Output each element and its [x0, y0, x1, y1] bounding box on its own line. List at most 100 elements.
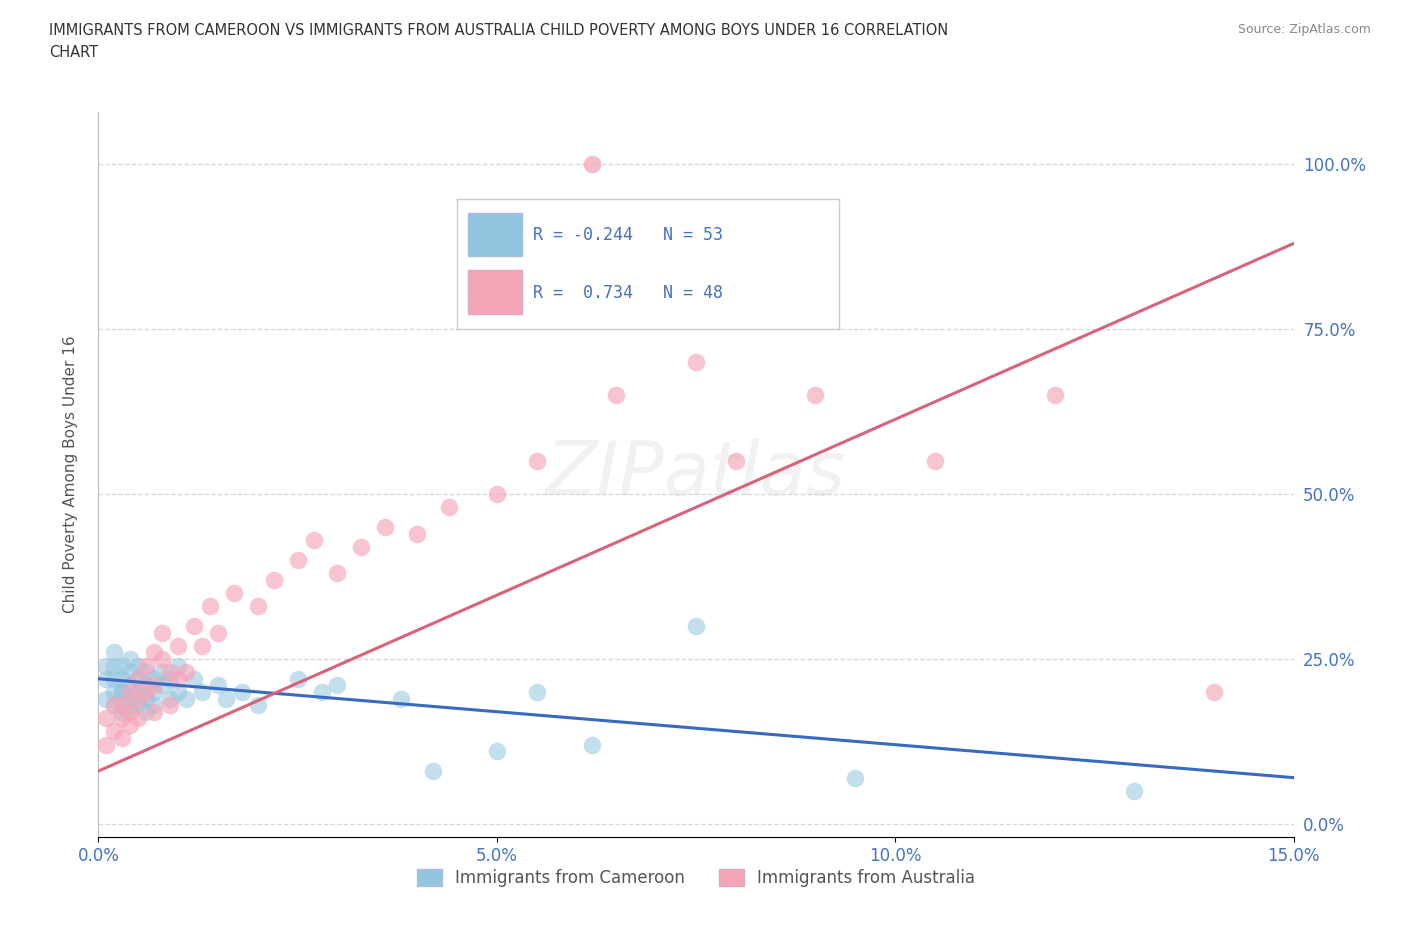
Point: [103, 698, 125, 712]
Point: [685, 618, 707, 633]
Point: [167, 658, 190, 673]
Point: [111, 684, 134, 699]
Point: [326, 565, 349, 580]
Point: [159, 691, 181, 706]
Point: [174, 665, 197, 680]
Point: [135, 658, 157, 673]
Point: [103, 724, 125, 739]
Point: [844, 770, 866, 785]
Point: [191, 638, 214, 653]
Point: [120, 652, 142, 667]
Point: [103, 684, 125, 699]
Point: [167, 638, 190, 653]
Point: [135, 691, 157, 706]
Point: [143, 678, 166, 693]
Text: IMMIGRANTS FROM CAMEROON VS IMMIGRANTS FROM AUSTRALIA CHILD POVERTY AMONG BOYS U: IMMIGRANTS FROM CAMEROON VS IMMIGRANTS F…: [49, 23, 949, 38]
Point: [150, 652, 173, 667]
Point: [159, 665, 181, 680]
Y-axis label: Child Poverty Among Boys Under 16: Child Poverty Among Boys Under 16: [63, 336, 77, 613]
Point: [526, 684, 548, 699]
Point: [103, 698, 125, 712]
Point: [103, 658, 125, 673]
Point: [143, 644, 166, 659]
Point: [191, 684, 214, 699]
Point: [127, 691, 149, 706]
Point: [111, 698, 134, 712]
Point: [246, 698, 269, 712]
Point: [389, 691, 412, 706]
Point: [135, 704, 157, 719]
Point: [120, 698, 142, 712]
Point: [246, 599, 269, 614]
Point: [311, 684, 333, 699]
Point: [143, 704, 166, 719]
Point: [120, 665, 142, 680]
Point: [120, 704, 142, 719]
Point: [302, 533, 325, 548]
Point: [207, 678, 229, 693]
Point: [167, 684, 190, 699]
Point: [174, 691, 197, 706]
Point: [526, 454, 548, 469]
Point: [120, 684, 142, 699]
Point: [111, 731, 134, 746]
Point: [120, 717, 142, 732]
Point: [150, 665, 173, 680]
Point: [143, 698, 166, 712]
Point: [263, 572, 285, 587]
Point: [96, 671, 118, 686]
Point: [127, 698, 149, 712]
Point: [183, 618, 205, 633]
Point: [96, 691, 118, 706]
Point: [96, 737, 118, 752]
Point: [120, 678, 142, 693]
Point: [127, 671, 149, 686]
Point: [1123, 783, 1146, 798]
Point: [581, 737, 603, 752]
Point: [287, 552, 309, 567]
Point: [135, 665, 157, 680]
Point: [231, 684, 253, 699]
Point: [1202, 684, 1225, 699]
Point: [422, 764, 444, 778]
Point: [127, 711, 149, 725]
Point: [437, 499, 460, 514]
Point: [150, 678, 173, 693]
Point: [581, 157, 603, 172]
Text: Source: ZipAtlas.com: Source: ZipAtlas.com: [1237, 23, 1371, 36]
Point: [103, 644, 125, 659]
Point: [143, 671, 166, 686]
Point: [120, 691, 142, 706]
Point: [96, 711, 118, 725]
Point: [159, 671, 181, 686]
Legend: Immigrants from Cameroon, Immigrants from Australia: Immigrants from Cameroon, Immigrants fro…: [411, 862, 981, 894]
Point: [103, 671, 125, 686]
Point: [150, 625, 173, 640]
Point: [485, 486, 508, 501]
Point: [287, 671, 309, 686]
Point: [127, 658, 149, 673]
Text: ZIPatlas: ZIPatlas: [546, 438, 846, 511]
Point: [374, 520, 396, 535]
Point: [605, 388, 627, 403]
Point: [350, 539, 373, 554]
Point: [111, 671, 134, 686]
Point: [222, 586, 245, 601]
Point: [406, 526, 429, 541]
Point: [135, 684, 157, 699]
Point: [804, 388, 827, 403]
Point: [167, 671, 190, 686]
Point: [111, 684, 134, 699]
Point: [215, 691, 238, 706]
Point: [183, 671, 205, 686]
Point: [111, 711, 134, 725]
Point: [127, 684, 149, 699]
Point: [96, 658, 118, 673]
Point: [724, 454, 747, 469]
Point: [143, 684, 166, 699]
Point: [111, 704, 134, 719]
Point: [485, 744, 508, 759]
Point: [127, 671, 149, 686]
Point: [326, 678, 349, 693]
Point: [1043, 388, 1066, 403]
